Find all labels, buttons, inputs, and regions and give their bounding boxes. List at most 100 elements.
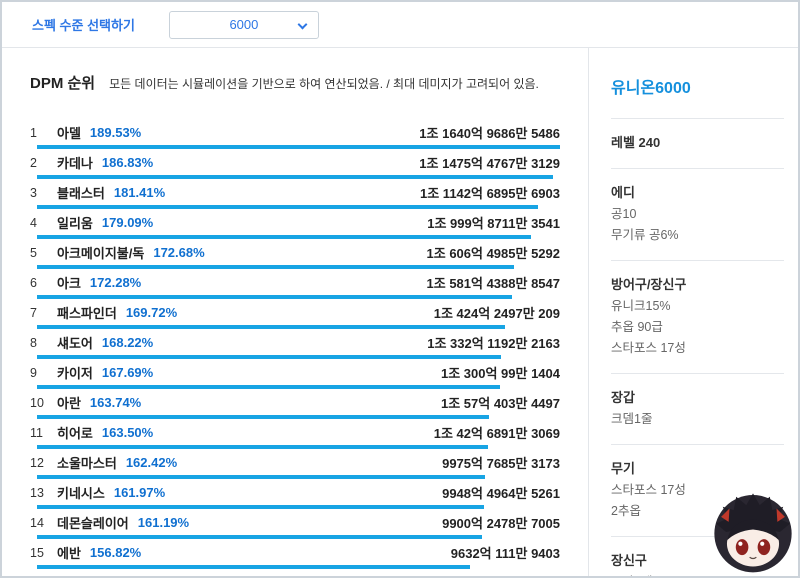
ranking-row-line: 2 카데나 186.83% 1조 1475억 4767만 3129 [30, 153, 560, 172]
rank-number: 11 [30, 425, 43, 440]
dpm-percent: 172.28% [89, 275, 142, 290]
rank-number: 3 [30, 185, 37, 200]
dpm-percent: 169.72% [125, 305, 178, 320]
sidebar-section-line: 무기류 공6% [611, 228, 679, 242]
sidebar-section-line: 유니크15% [611, 299, 671, 313]
dpm-bar [37, 415, 489, 419]
dpm-bar [37, 205, 538, 209]
dpm-value: 1조 606억 4985만 5292 [426, 246, 560, 261]
ranking-row: 13 키네시스 161.97% 9948억 4964만 5261 [30, 483, 560, 513]
dpm-bar [37, 445, 489, 449]
ranking-row-line: 8 섀도어 168.22% 1조 332억 1192만 2163 [30, 333, 560, 352]
class-name: 소울마스터 [57, 456, 117, 471]
class-name: 블래스터 [57, 186, 105, 201]
dpm-bar [37, 265, 514, 269]
dpm-bar-track [37, 235, 560, 239]
ranking-row: 4 일리움 179.09% 1조 999억 8711만 3541 [30, 213, 560, 243]
rank-number: 8 [30, 335, 37, 350]
dpm-bar [37, 145, 560, 149]
chevron-down-icon [297, 19, 308, 29]
sidebar-section: 레벨 240 [611, 119, 784, 169]
spec-level-topbar: 스펙 수준 선택하기 6000 [2, 2, 798, 48]
rank-number: 6 [30, 275, 37, 290]
ranking-row-line: 5 아크메이지불/독 172.68% 1조 606억 4985만 5292 [30, 243, 560, 262]
dpm-percent: 161.19% [137, 515, 190, 530]
sidebar-section-line: 2추옵 [611, 504, 641, 518]
dpm-bar [37, 505, 484, 509]
ranking-rows: 1 아델 189.53% 1조 1640억 9686만 5486 2 카데나 186.83%… [30, 123, 560, 573]
dpm-bar [37, 295, 513, 299]
ranking-row: 12 소울마스터 162.42% 9975억 7685만 3173 [30, 453, 560, 483]
dpm-value: 1조 1640억 9686만 5486 [419, 126, 560, 141]
ranking-row-line: 15 에반 156.82% 9632억 111만 9403 [30, 543, 560, 562]
dpm-bar [37, 175, 553, 179]
dpm-bar-track [37, 295, 560, 299]
ranking-row: 14 데몬슬레이어 161.19% 9900억 2478만 7005 [30, 513, 560, 543]
ranking-row-line: 13 키네시스 161.97% 9948억 4964만 5261 [30, 483, 560, 502]
sidebar-section-heading: 방어구/장신구 [611, 277, 687, 292]
class-name: 일리움 [57, 216, 93, 231]
rank-number: 5 [30, 245, 37, 260]
dpm-ranking-panel: DPM 순위 모든 데이터는 시뮬레이션을 기반으로 하여 연산되었음. / 최… [2, 48, 588, 576]
dpm-bar [37, 355, 502, 359]
dpm-bar-track [37, 325, 560, 329]
class-name: 카이저 [57, 366, 93, 381]
rank-number: 12 [30, 455, 44, 470]
dpm-value: 1조 424억 2497만 209 [433, 306, 560, 321]
ranking-row-line: 11 히어로 163.50% 1조 42억 6891만 3069 [30, 423, 560, 442]
dpm-bar-track [37, 535, 560, 539]
union-info-sidebar: 유니온6000 레벨 240 에디 공10 무기류 공6% 방어구/장신구 유니크15% 추… [588, 48, 798, 576]
ranking-row-line: 7 패스파인더 169.72% 1조 424억 2497만 209 [30, 303, 560, 322]
rank-number: 1 [30, 125, 37, 140]
dpm-bar-track [37, 175, 560, 179]
spec-level-dropdown[interactable]: 6000 [168, 10, 319, 39]
sidebar-section-heading: 장갑 [611, 390, 635, 405]
class-name: 아크 [57, 276, 81, 291]
ranking-row-line: 12 소울마스터 162.42% 9975억 7685만 3173 [30, 453, 560, 472]
dpm-percent: 168.22% [101, 335, 154, 350]
ranking-note: 모든 데이터는 시뮬레이션을 기반으로 하여 연산되었음. / 최대 데미지가 … [109, 77, 539, 91]
dpm-bar-track [37, 445, 560, 449]
ranking-row-line: 3 블래스터 181.41% 1조 1142억 6895만 6903 [30, 183, 560, 202]
dpm-value: 9632억 111만 9403 [450, 546, 560, 561]
ranking-header: DPM 순위 모든 데이터는 시뮬레이션을 기반으로 하여 연산되었음. / 최… [30, 72, 560, 93]
dpm-bar [37, 235, 532, 239]
ranking-row: 5 아크메이지불/독 172.68% 1조 606억 4985만 5292 [30, 243, 560, 273]
sidebar-section-heading: 레벨 240 [611, 135, 661, 150]
dpm-bar [37, 385, 500, 389]
rank-number: 2 [30, 155, 37, 170]
dpm-value: 1조 1475억 4767만 3129 [419, 156, 560, 171]
rank-number: 9 [30, 365, 37, 380]
rank-number: 7 [30, 305, 37, 320]
spec-level-label: 스펙 수준 선택하기 [32, 18, 135, 33]
dpm-bar [37, 535, 482, 539]
class-name: 섀도어 [57, 336, 93, 351]
sidebar-section: 장신구보장9셋 [611, 537, 784, 576]
dpm-percent: 179.09% [101, 215, 154, 230]
dpm-percent: 189.53% [89, 125, 142, 140]
spec-level-dropdown-value: 6000 [229, 17, 259, 32]
dpm-percent: 163.74% [89, 395, 142, 410]
dpm-value: 1조 57억 403만 4497 [440, 396, 560, 411]
rank-number: 13 [30, 485, 44, 500]
ranking-row: 11 히어로 163.50% 1조 42억 6891만 3069 [30, 423, 560, 453]
ranking-row: 1 아델 189.53% 1조 1640억 9686만 5486 [30, 123, 560, 153]
dpm-value: 9900억 2478만 7005 [442, 516, 560, 531]
dpm-percent: 163.50% [101, 425, 154, 440]
ranking-row: 6 아크 172.28% 1조 581억 4388만 8547 [30, 273, 560, 303]
rank-number: 14 [30, 515, 44, 530]
dpm-bar-track [37, 205, 560, 209]
dpm-value: 1조 581억 4388만 8547 [426, 276, 560, 291]
dpm-bar [37, 565, 470, 569]
sidebar-section: 방어구/장신구 유니크15% 추옵 90급 스타포스 17성 [611, 261, 784, 374]
ranking-row: 10 아란 163.74% 1조 57억 403만 4497 [30, 393, 560, 423]
dpm-percent: 181.41% [113, 185, 166, 200]
dpm-bar-track [37, 355, 560, 359]
union-title: 유니온6000 [611, 74, 784, 119]
dpm-percent: 156.82% [89, 545, 142, 560]
class-name: 에반 [57, 546, 81, 561]
sidebar-section: 무기 스타포스 17성 2추옵 [611, 445, 784, 537]
dpm-bar-track [37, 265, 560, 269]
dpm-value: 1조 42억 6891만 3069 [433, 426, 560, 441]
dpm-value: 1조 332억 1192만 2163 [427, 336, 560, 351]
